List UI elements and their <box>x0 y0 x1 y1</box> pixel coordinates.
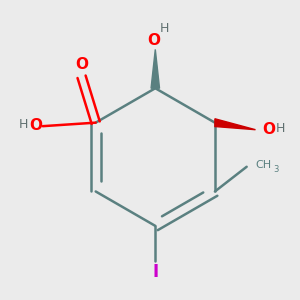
Text: H: H <box>159 22 169 35</box>
Polygon shape <box>215 119 256 130</box>
Polygon shape <box>151 50 160 88</box>
Text: I: I <box>152 263 158 281</box>
Text: 3: 3 <box>273 165 278 174</box>
Text: CH: CH <box>256 160 272 170</box>
Text: O: O <box>29 118 42 133</box>
Text: O: O <box>147 33 160 48</box>
Text: H: H <box>19 118 28 131</box>
Text: H: H <box>275 122 285 136</box>
Text: O: O <box>262 122 275 136</box>
Text: O: O <box>75 57 88 72</box>
